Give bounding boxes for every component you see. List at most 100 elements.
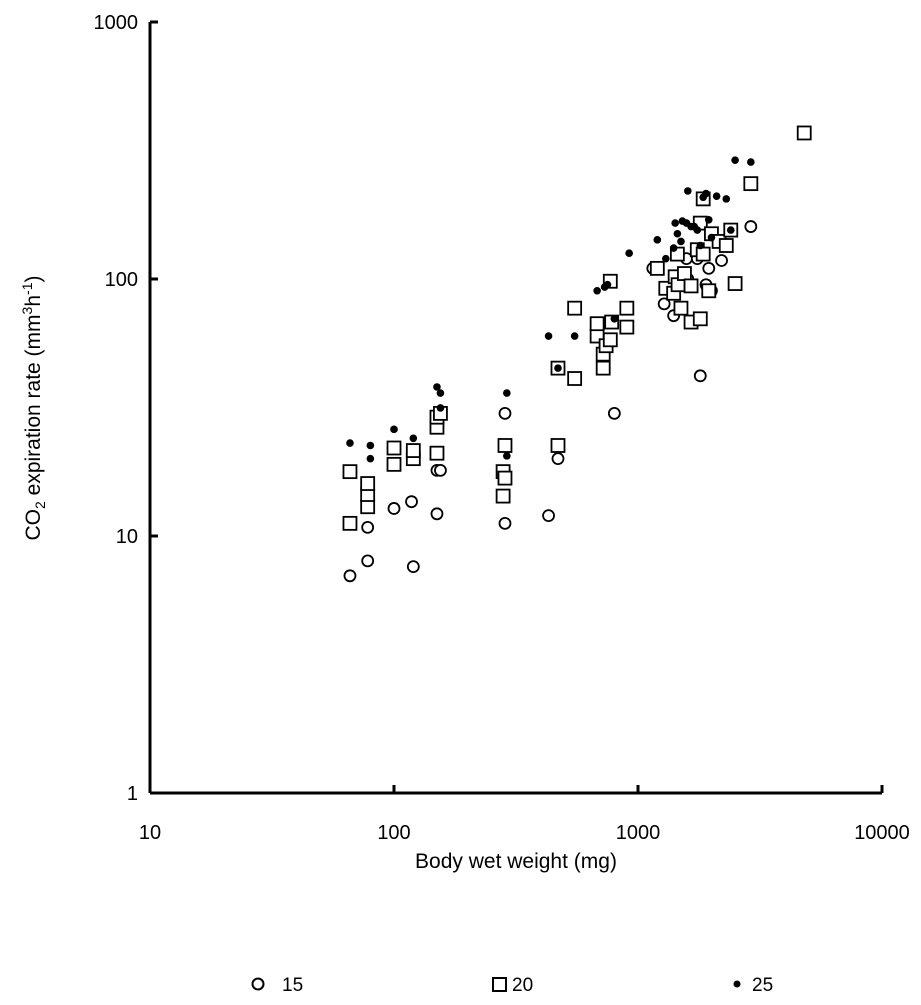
data-point-25 — [436, 404, 445, 412]
data-point-25 — [693, 226, 702, 234]
x-axis-title: Body wet weight (mg) — [415, 850, 617, 873]
data-point-20 — [595, 360, 611, 376]
data-point-25 — [671, 219, 679, 227]
data-point-20 — [495, 488, 511, 504]
data-point-25 — [722, 195, 731, 203]
data-point-25 — [409, 434, 418, 443]
data-point-25 — [503, 452, 511, 460]
data-point-15 — [434, 463, 447, 477]
data-point-15 — [361, 554, 375, 568]
x-tick-label: 10000 — [854, 822, 910, 844]
data-point-25 — [544, 332, 553, 340]
data-point-25 — [603, 280, 612, 289]
x-tick-label: 10 — [139, 822, 161, 844]
data-point-25 — [554, 364, 562, 372]
data-point-15 — [744, 220, 758, 233]
data-point-25 — [726, 226, 735, 234]
data-point-25 — [704, 215, 713, 224]
data-point-15 — [542, 509, 555, 523]
y-tick-label: 10 — [116, 526, 138, 548]
data-point-25 — [673, 229, 682, 238]
data-point-20 — [718, 238, 734, 253]
data-point-20 — [589, 316, 605, 332]
data-point-20 — [619, 300, 635, 316]
data-points — [342, 125, 812, 583]
x-tick-label: 100 — [377, 822, 410, 844]
data-point-15 — [406, 560, 420, 574]
data-point-25 — [731, 156, 739, 164]
y-axis-title: CO2 expiration rate (mm3h-1) — [19, 276, 48, 541]
y-tick-label: 1000 — [94, 12, 139, 34]
data-point-25 — [747, 158, 755, 166]
data-point-15 — [387, 502, 401, 515]
data-point-15 — [551, 452, 565, 466]
data-point-25 — [662, 254, 670, 263]
y-axis-title-part: CO — [22, 509, 45, 541]
legend-marker-open-circle — [251, 977, 265, 991]
data-point-15 — [498, 406, 512, 420]
data-point-20 — [405, 443, 421, 458]
legend: 15 20 25 — [251, 975, 773, 996]
data-point-20 — [497, 438, 513, 453]
y-axis-title-part: h — [22, 295, 45, 307]
data-point-20 — [727, 276, 743, 291]
legend-label: 25 — [752, 975, 773, 996]
data-point-25 — [707, 233, 716, 242]
series-25 — [346, 156, 755, 463]
data-point-20 — [743, 176, 759, 192]
data-point-25 — [669, 244, 678, 252]
x-tick-label: 1000 — [616, 822, 661, 844]
series-20 — [342, 125, 812, 531]
data-point-20 — [649, 260, 665, 276]
data-point-25 — [433, 383, 441, 391]
data-point-25 — [570, 332, 579, 340]
data-point-20 — [360, 499, 376, 515]
data-point-20 — [695, 246, 711, 262]
data-point-15 — [702, 261, 716, 275]
data-point-25 — [696, 241, 705, 250]
data-point-20 — [386, 440, 402, 456]
data-point-20 — [342, 515, 358, 531]
data-point-25 — [366, 441, 375, 450]
data-point-20 — [550, 438, 566, 453]
data-point-15 — [405, 495, 418, 509]
data-point-25 — [684, 187, 692, 195]
data-point-25 — [346, 439, 354, 447]
y-axis-title-superscript: -1 — [19, 282, 35, 295]
y-axis-title-subscript: 2 — [32, 501, 48, 509]
data-point-15 — [361, 521, 375, 534]
data-point-15 — [607, 406, 621, 420]
data-point-25 — [593, 286, 601, 295]
data-point-25 — [653, 236, 662, 244]
y-axis-title-part: expiration rate (mm — [22, 314, 45, 501]
data-point-20 — [619, 319, 635, 335]
y-axis-title-superscript: 3 — [19, 306, 35, 314]
data-point-25 — [390, 425, 398, 434]
data-point-25 — [436, 389, 445, 397]
legend-marker-open-square — [492, 977, 507, 992]
data-point-25 — [677, 237, 685, 246]
series-15 — [343, 220, 758, 583]
y-tick-label: 100 — [105, 269, 138, 291]
data-point-20 — [692, 311, 708, 327]
data-point-15 — [343, 569, 357, 583]
data-point-25 — [366, 454, 375, 463]
data-point-20 — [567, 371, 583, 386]
data-point-20 — [567, 300, 583, 316]
data-point-20 — [701, 283, 717, 299]
data-point-15 — [715, 254, 728, 267]
data-point-20 — [796, 125, 812, 141]
legend-marker-filled-dot — [733, 980, 741, 988]
legend-label: 20 — [512, 975, 533, 996]
data-point-15 — [657, 297, 671, 311]
data-point-20 — [429, 445, 445, 461]
y-axis-title-part: ) — [22, 276, 45, 283]
data-point-20 — [342, 464, 358, 480]
legend-label: 15 — [282, 975, 303, 996]
y-tick-label: 1 — [127, 783, 138, 805]
data-point-20 — [386, 456, 402, 472]
data-point-20 — [602, 332, 618, 348]
data-point-20 — [677, 266, 692, 281]
